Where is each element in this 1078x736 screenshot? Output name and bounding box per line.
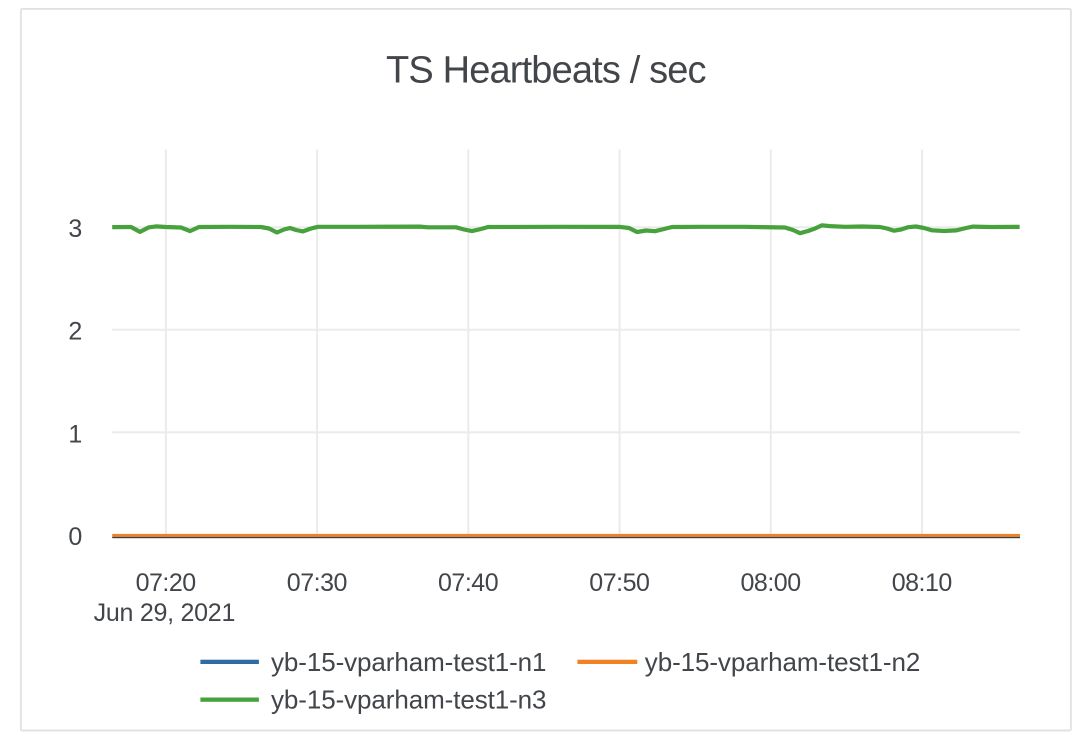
- svg-text:0: 0: [68, 523, 82, 551]
- svg-text:07:20: 07:20: [136, 569, 197, 597]
- svg-text:08:10: 08:10: [892, 569, 953, 597]
- svg-text:07:40: 07:40: [438, 569, 499, 597]
- svg-text:07:50: 07:50: [589, 569, 650, 597]
- svg-text:1: 1: [68, 420, 82, 448]
- svg-text:3: 3: [68, 215, 82, 243]
- svg-text:Jun 29, 2021: Jun 29, 2021: [94, 599, 236, 627]
- svg-text:yb-15-vparham-test1-n3: yb-15-vparham-test1-n3: [271, 685, 547, 715]
- svg-text:TS Heartbeats / sec: TS Heartbeats / sec: [386, 50, 707, 92]
- svg-text:yb-15-vparham-test1-n2: yb-15-vparham-test1-n2: [645, 647, 921, 677]
- svg-text:08:00: 08:00: [741, 569, 802, 597]
- svg-text:yb-15-vparham-test1-n1: yb-15-vparham-test1-n1: [271, 647, 547, 677]
- svg-text:2: 2: [68, 318, 82, 346]
- svg-text:07:30: 07:30: [287, 569, 348, 597]
